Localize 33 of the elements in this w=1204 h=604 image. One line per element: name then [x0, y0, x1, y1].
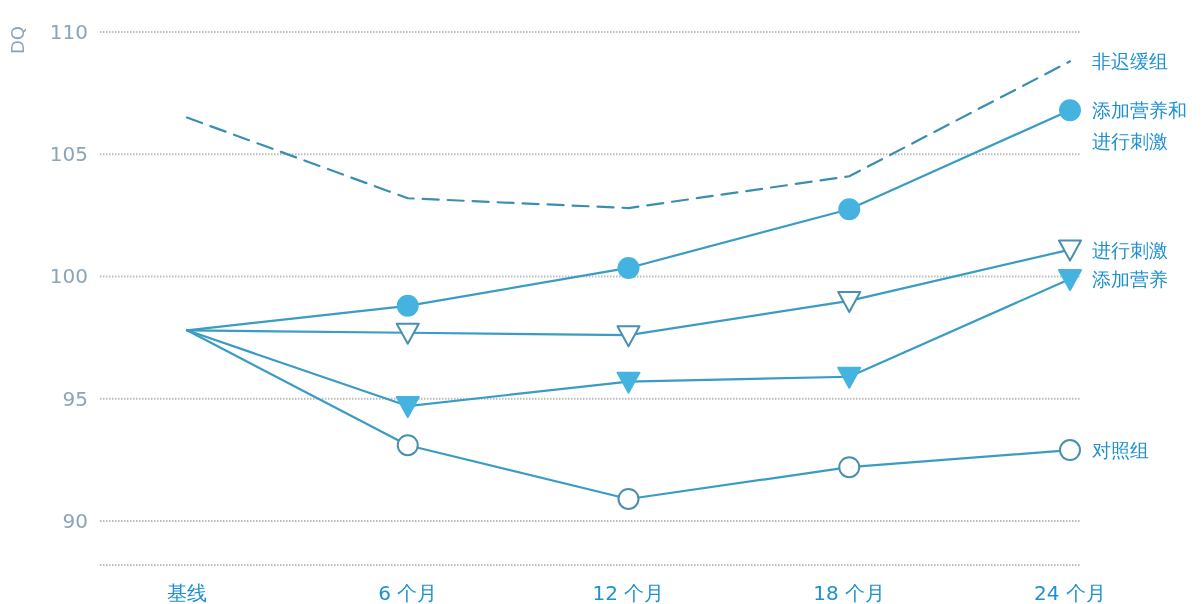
point: [837, 366, 862, 389]
x-tick-label: 12 个月: [592, 581, 665, 604]
point: [617, 487, 640, 510]
point: [616, 325, 641, 348]
point: [616, 371, 641, 394]
point: [837, 290, 862, 313]
x-tick-label: 基线: [167, 581, 207, 604]
series-label: 非迟缓组: [1092, 50, 1168, 73]
y-tick-label: 110: [49, 20, 88, 44]
point: [838, 198, 861, 221]
series-label: 对照组: [1092, 439, 1149, 462]
point: [1058, 239, 1082, 262]
point: [617, 256, 640, 279]
y-tick-label: 100: [49, 264, 88, 289]
point: [1058, 268, 1082, 291]
y-tick-label: 90: [62, 508, 88, 533]
series-label: 添加营养和进行刺激: [1092, 99, 1187, 153]
x-tick-label: 18 个月: [813, 581, 886, 604]
y-tick-label: 95: [62, 386, 88, 411]
series-label: 添加营养: [1092, 267, 1168, 290]
line-series: [185, 60, 1072, 210]
point: [838, 456, 861, 479]
point: [395, 322, 420, 345]
point: [396, 294, 419, 317]
y-axis-title: DQ: [7, 25, 28, 55]
point: [1059, 439, 1081, 462]
y-tick-label: 105: [49, 142, 88, 167]
series-label: 进行刺激: [1092, 238, 1168, 261]
point: [1059, 99, 1081, 122]
point: [396, 434, 419, 457]
x-tick-label: 24 个月: [1034, 581, 1106, 604]
point: [395, 396, 420, 419]
x-tick-label: 6 个月: [378, 581, 438, 604]
